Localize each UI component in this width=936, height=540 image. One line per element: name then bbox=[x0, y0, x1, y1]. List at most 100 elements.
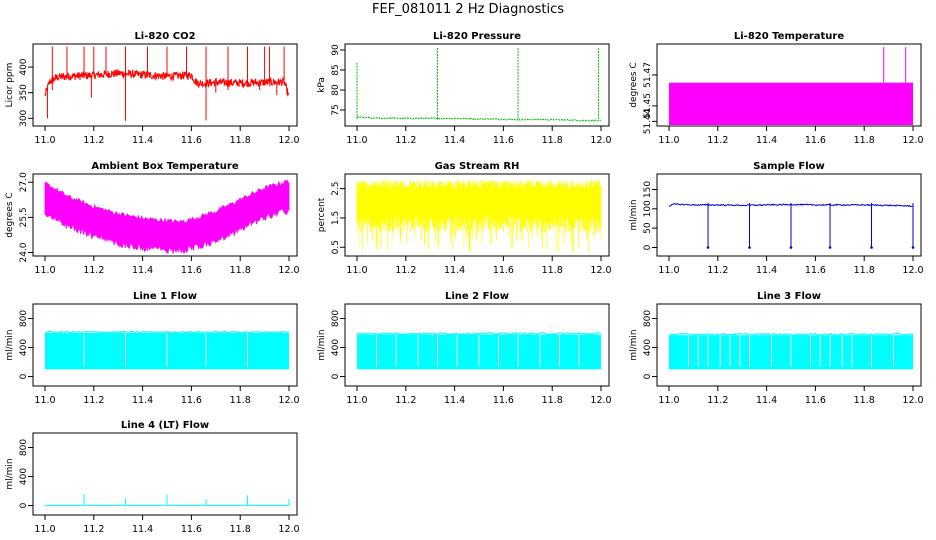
chart-4: Ambient Box Temperature degrees C 11.0 11.2… bbox=[5, 161, 300, 276]
x-tick-label: 11.0 bbox=[346, 135, 367, 146]
y-tick-label: 350 bbox=[19, 84, 29, 101]
x-tick-label: 11.4 bbox=[132, 265, 153, 276]
x-tick-label: 11.0 bbox=[34, 524, 55, 535]
plot-frame bbox=[344, 173, 610, 257]
x-tick-label: 11.8 bbox=[230, 395, 251, 406]
data-layer bbox=[44, 330, 290, 370]
x-tick-label: 11.4 bbox=[132, 395, 153, 406]
x-tick-label: 11.2 bbox=[83, 395, 104, 406]
y-tick-label: 400 bbox=[19, 58, 29, 75]
x-tick-label: 11.6 bbox=[493, 265, 514, 276]
data-layer bbox=[669, 47, 913, 125]
x-tick-label: 12.0 bbox=[278, 524, 299, 535]
x-tick-label: 11.8 bbox=[854, 265, 875, 276]
x-tick-label: 11.8 bbox=[230, 135, 251, 146]
x-tick-label: 11.4 bbox=[444, 135, 465, 146]
x-tick-label: 11.2 bbox=[83, 135, 104, 146]
chart-8: Line 2 Flow ml/min 11.0 11.2 11.4 11.6 11.8 12.… bbox=[317, 291, 612, 406]
y-tick-label: 27.0 bbox=[19, 172, 29, 192]
chart-title: Li-820 CO2 bbox=[134, 31, 195, 42]
series-band bbox=[44, 179, 290, 254]
x-tick-label: 11.0 bbox=[346, 265, 367, 276]
y-tick-label: 400 bbox=[643, 339, 653, 356]
y-tick-label: 75 bbox=[331, 104, 341, 115]
y-tick-label: 90 bbox=[331, 44, 341, 56]
series-line bbox=[356, 115, 601, 122]
x-tick-label: 11.6 bbox=[181, 395, 202, 406]
x-tick-label: 11.8 bbox=[854, 135, 875, 146]
chart-10: Line 4 (LT) Flow ml/min 11.0 11.2 11.4 11.6 11… bbox=[5, 420, 300, 535]
x-tick-label: 11.0 bbox=[346, 395, 367, 406]
y-tick-label: 1.5 bbox=[331, 211, 341, 225]
y-tick-label: 800 bbox=[19, 310, 29, 327]
chart-title: Line 1 Flow bbox=[133, 291, 197, 302]
chart-3: Li-820 Temperature degrees C 11.0 11.2 11.4 1… bbox=[629, 31, 924, 146]
series-top bbox=[668, 332, 914, 336]
flow-drop-point bbox=[789, 246, 793, 249]
y-axis-label: degrees C bbox=[5, 192, 15, 237]
chart-title: Line 3 Flow bbox=[757, 291, 821, 302]
chart-title: Ambient Box Temperature bbox=[91, 161, 238, 172]
x-tick-label: 11.8 bbox=[542, 265, 563, 276]
y-axis-label: ml/min bbox=[629, 329, 639, 360]
x-tick-label: 12.0 bbox=[590, 265, 611, 276]
y-tick-label: 800 bbox=[643, 310, 653, 327]
x-tick-label: 12.0 bbox=[902, 395, 923, 406]
x-tick-label: 11.2 bbox=[707, 395, 728, 406]
x-tick-label: 11.2 bbox=[707, 265, 728, 276]
flow-drop-point bbox=[706, 246, 710, 249]
x-tick-label: 11.6 bbox=[805, 265, 826, 276]
data-layer bbox=[356, 48, 601, 122]
chart-2: Li-820 Pressure kPa 11.0 11.2 11.4 11.6 11.8 12… bbox=[317, 31, 612, 146]
y-tick-label: 0 bbox=[331, 373, 341, 379]
x-tick-label: 11.0 bbox=[34, 265, 55, 276]
y-tick-label: 400 bbox=[331, 339, 341, 356]
y-axis-label: Licor ppm bbox=[5, 63, 15, 108]
chart-title: Sample Flow bbox=[753, 161, 825, 172]
y-tick-label: 800 bbox=[331, 310, 341, 327]
x-tick-label: 11.6 bbox=[493, 135, 514, 146]
x-tick-label: 11.2 bbox=[707, 135, 728, 146]
y-tick-label: 0 bbox=[643, 373, 653, 379]
x-tick-label: 11.8 bbox=[230, 524, 251, 535]
x-tick-label: 11.0 bbox=[34, 135, 55, 146]
chart-5: Gas Stream RH percent 11.0 11.2 11.4 11.6 11.8… bbox=[317, 161, 612, 276]
chart-title: Gas Stream RH bbox=[435, 161, 520, 172]
y-tick-label: 24.0 bbox=[19, 242, 29, 262]
series-band bbox=[356, 179, 602, 253]
x-tick-label: 11.0 bbox=[658, 395, 679, 406]
y-axis-label: kPa bbox=[317, 77, 327, 93]
x-tick-label: 12.0 bbox=[902, 265, 923, 276]
y-tick-label: 50 bbox=[643, 222, 653, 234]
data-layer bbox=[356, 179, 602, 253]
y-tick-label: 400 bbox=[19, 468, 29, 485]
x-tick-label: 12.0 bbox=[278, 395, 299, 406]
y-tick-label: 0 bbox=[19, 373, 29, 379]
x-tick-label: 11.6 bbox=[493, 395, 514, 406]
x-tick-label: 11.2 bbox=[395, 265, 416, 276]
x-tick-label: 11.4 bbox=[756, 395, 777, 406]
x-tick-label: 11.4 bbox=[444, 395, 465, 406]
flow-drop-point bbox=[748, 246, 751, 249]
plot-frame bbox=[32, 173, 298, 257]
y-axis-label: degrees C bbox=[629, 62, 639, 107]
x-tick-label: 11.4 bbox=[756, 265, 777, 276]
chart-title: Line 4 (LT) Flow bbox=[121, 420, 209, 431]
x-tick-label: 11.4 bbox=[132, 524, 153, 535]
y-tick-label: 0 bbox=[643, 244, 653, 250]
series-top bbox=[44, 330, 290, 334]
x-tick-label: 12.0 bbox=[590, 395, 611, 406]
x-tick-label: 11.8 bbox=[230, 265, 251, 276]
flow-drop-point bbox=[828, 246, 832, 249]
x-tick-label: 12.0 bbox=[590, 135, 611, 146]
data-layer bbox=[668, 332, 914, 370]
flow-drop-point bbox=[911, 246, 915, 249]
x-tick-label: 11.8 bbox=[542, 135, 563, 146]
y-tick-label: 150 bbox=[643, 181, 653, 198]
data-layer bbox=[356, 331, 602, 370]
x-tick-label: 11.4 bbox=[756, 135, 777, 146]
x-tick-label: 11.6 bbox=[181, 265, 202, 276]
y-tick-label: 80 bbox=[331, 84, 341, 96]
x-tick-label: 11.6 bbox=[181, 524, 202, 535]
